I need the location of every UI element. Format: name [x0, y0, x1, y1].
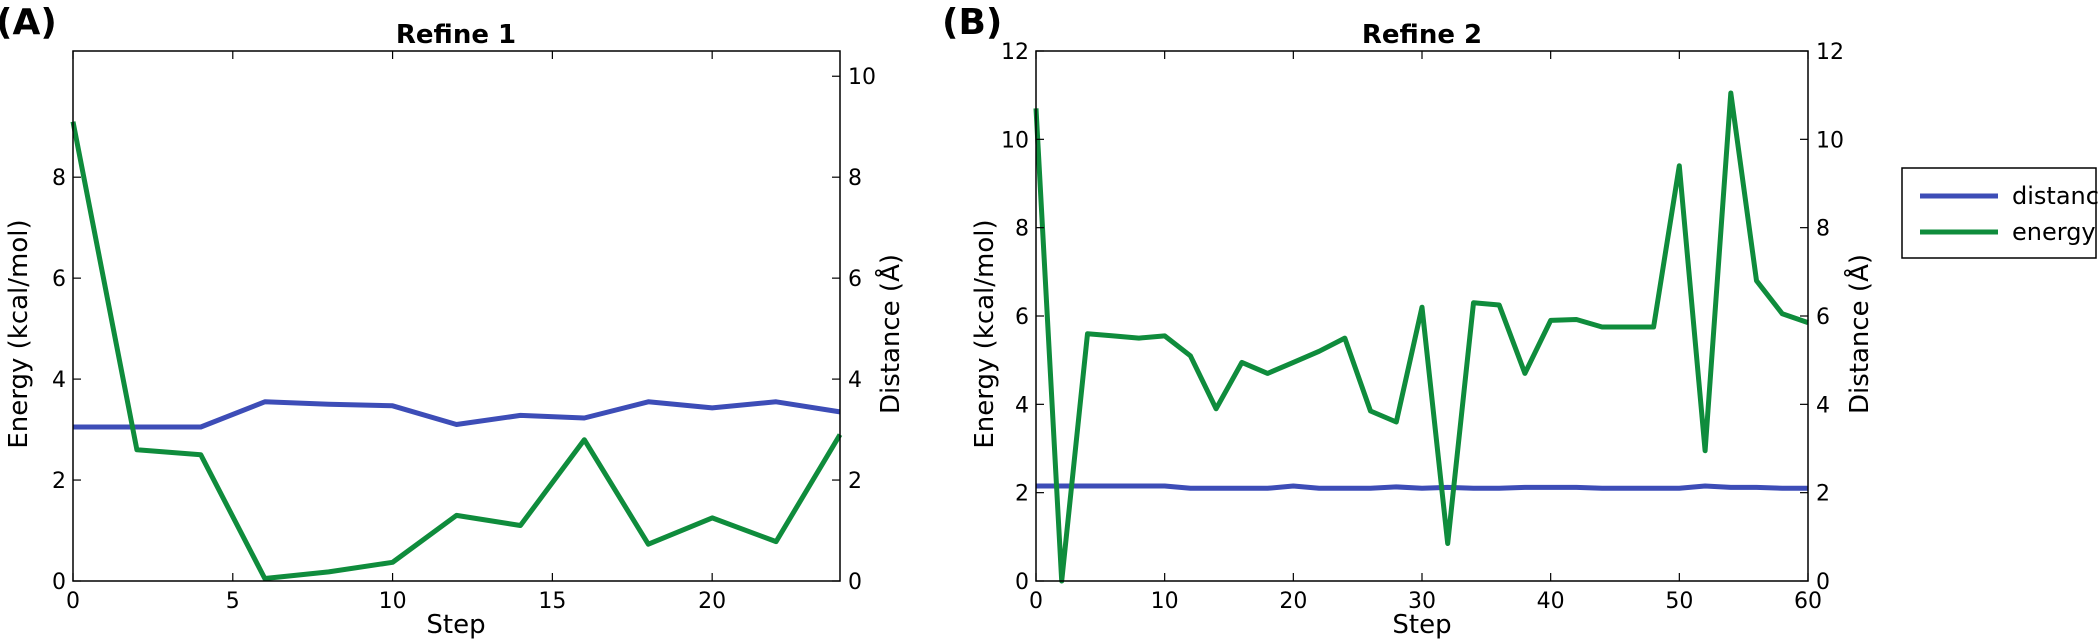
panel-b-right-y-tick-label: 8 [1816, 217, 1830, 242]
panel-b-x-tick-label: 40 [1537, 589, 1565, 614]
panel-a-plot-frame [72, 50, 841, 582]
panel-a-right-y-tick-label: 6 [848, 267, 862, 292]
panel-b-right-y-tick-label: 6 [1816, 305, 1830, 330]
legend-box [1901, 167, 2097, 259]
panel-a-right-y-tick-label: 8 [848, 166, 862, 191]
panel-b-left-y-tick-label: 4 [1015, 393, 1029, 418]
panel-a-x-tick-label: 10 [379, 589, 407, 614]
panel-a-left-y-tick-label: 4 [52, 368, 66, 393]
legend-energy-label: energy [2012, 218, 2096, 246]
panel-b-right-y-tick-label: 4 [1816, 393, 1830, 418]
panel-b-x-tick-label: 20 [1279, 589, 1307, 614]
panel-b-title: Refine 2 [1362, 20, 1482, 50]
panel-b-right-y-tick-label: 0 [1816, 570, 1830, 595]
panel-b-left-y-tick-label: 0 [1015, 570, 1029, 595]
panel-b-distance-line [1036, 483, 1808, 491]
panel-a: (A) Refine 1 0 5 10 15 20 0 2 4 6 8 0 2 4 6 8 10 Step E… [0, 2, 906, 639]
panel-a-right-axis-title: Distance (Å) [874, 254, 906, 414]
panel-b-left-y-tick-label: 12 [1001, 40, 1029, 65]
panel-b-left-y-tick-label: 2 [1015, 482, 1029, 507]
panel-a-x-tick-label: 5 [226, 589, 240, 614]
panel-a-right-y-tick-label: 2 [848, 469, 862, 494]
panel-b-left-y-tick-label: 6 [1015, 305, 1029, 330]
panel-a-x-tick-label: 15 [538, 589, 566, 614]
panel-b-left-y-tick-label: 10 [1001, 128, 1029, 153]
panel-b-x-tick-label: 0 [1029, 589, 1043, 614]
panel-a-right-y-tick-label: 10 [848, 65, 876, 90]
panel-a-left-y-tick-label: 0 [52, 570, 66, 595]
panel-b-x-tick-label: 10 [1151, 589, 1179, 614]
panel-b-x-axis-title: Step [1392, 610, 1451, 639]
panel-a-left-y-tick-label: 2 [52, 469, 66, 494]
panel-b: (B) Refine 2 0 10 20 30 40 50 6002468101202468… [942, 2, 1875, 639]
panel-a-plot-area: 0 5 10 15 20 0 2 4 6 8 0 2 4 6 8 10 [52, 50, 876, 614]
panel-a-x-axis-title: Step [426, 610, 485, 639]
panel-b-right-y-tick-label: 10 [1816, 128, 1844, 153]
panel-a-left-y-tick-label: 6 [52, 267, 66, 292]
panel-a-letter: (A) [0, 2, 57, 43]
panel-b-energy-line [1033, 90, 1809, 584]
panel-a-energy-line [70, 121, 843, 581]
panel-b-right-y-tick-label: 2 [1816, 482, 1830, 507]
panel-b-x-tick-label: 60 [1794, 589, 1822, 614]
panel-a-x-tick-label: 0 [66, 589, 80, 614]
panel-a-left-axis-title: Energy (kcal/mol) [4, 219, 34, 448]
panel-a-right-y-tick-label: 0 [848, 570, 862, 595]
panel-a-distance-line [73, 399, 841, 430]
panel-a-right-y-tick-label: 4 [848, 368, 862, 393]
panel-b-right-y-tick-label: 12 [1816, 40, 1844, 65]
panel-b-right-axis-title: Distance (Å) [1843, 254, 1875, 414]
panel-a-x-tick-label: 20 [698, 589, 726, 614]
panel-a-title: Refine 1 [396, 20, 516, 50]
panel-b-x-tick-label: 50 [1665, 589, 1693, 614]
panel-a-left-y-tick-label: 8 [52, 166, 66, 191]
panel-b-letter: (B) [942, 2, 1002, 43]
panel-b-x-tick-label: 30 [1408, 589, 1436, 614]
panel-b-left-axis-title: Energy (kcal/mol) [970, 219, 1000, 448]
panel-b-left-y-tick-label: 8 [1015, 217, 1029, 242]
